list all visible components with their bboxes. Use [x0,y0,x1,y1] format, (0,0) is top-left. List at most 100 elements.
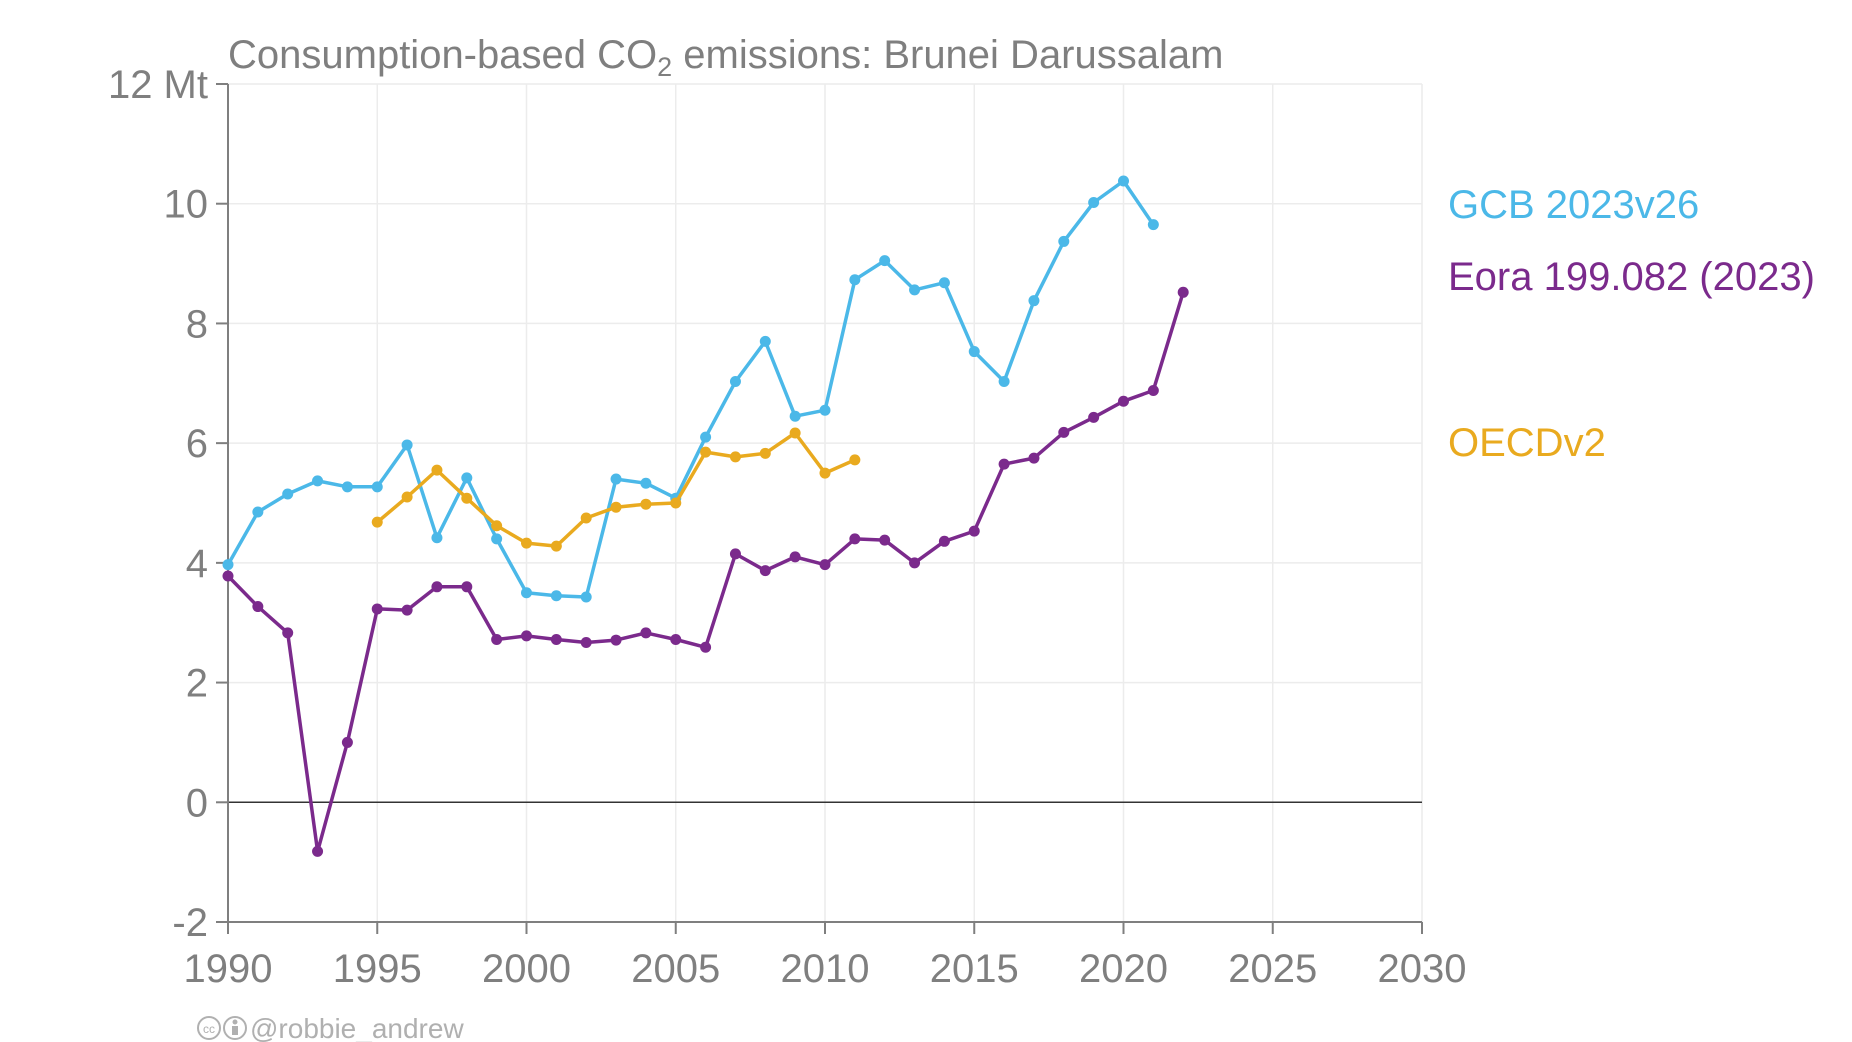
x-tick-label: 2030 [1378,947,1467,991]
data-point [879,255,891,267]
data-point [1147,219,1159,231]
data-point [849,454,861,466]
x-tick-label: 2015 [930,947,1019,991]
data-point [1147,384,1159,396]
data-point [610,473,622,485]
data-point [610,501,622,513]
data-point [1088,411,1100,423]
data-point [1088,197,1100,209]
attribution-icon-body [232,1026,238,1035]
y-tick-label: 0 [186,781,208,825]
data-point [670,633,682,645]
data-point [759,565,771,577]
data-point [1058,426,1070,438]
data-point [819,467,831,479]
data-point [759,447,771,459]
data-point [968,346,980,358]
data-point [521,630,532,642]
data-point [998,375,1010,387]
data-point [461,581,473,593]
data-point [759,335,771,347]
data-point [700,446,712,458]
legend-entry: Eora 199.082 (2023) [1448,255,1815,299]
y-tick-label: 8 [186,302,208,346]
data-point [909,557,921,569]
data-point [819,404,831,416]
data-point [431,464,443,476]
data-point [312,845,324,857]
data-point [222,570,234,582]
grid-lines [228,83,1423,922]
data-point [879,534,891,546]
y-tick-label: 4 [186,542,208,586]
credit-handle: @robbie_andrew [250,1013,464,1042]
y-tick-label: 10 [164,183,209,227]
data-point [580,591,592,603]
data-point [998,458,1010,470]
data-point [700,641,712,653]
data-point [1058,235,1070,247]
data-point [491,520,503,532]
data-point [371,481,383,493]
x-tick-label: 1990 [184,947,273,991]
data-point [640,627,652,639]
legend: GCB 2023v26 Eora 199.082 (2023) OECDv2 [1448,183,1815,465]
data-point [938,277,950,289]
series-line-2 [376,431,856,548]
data-point [789,551,801,563]
x-tick-label: 2025 [1228,947,1317,991]
data-point [729,375,741,387]
data-point [670,497,682,509]
data-point [610,634,622,646]
data-point [401,439,413,451]
data-point [282,488,294,500]
legend-entry: OECDv2 [1448,421,1606,465]
x-tick-label: 2010 [781,947,870,991]
data-point [1177,286,1189,298]
data-point [252,506,264,518]
data-point [401,491,413,503]
data-point [1118,175,1129,187]
data-point [521,587,532,599]
data-point [431,532,443,544]
data-point [550,540,562,552]
data-point [521,537,532,549]
attribution-icon-head [232,1019,238,1025]
data-point [491,633,503,645]
data-point [640,477,652,489]
y-tick-label: 12 Mt [108,63,208,107]
series [222,175,1189,857]
credit: cc @robbie_andrew [197,1013,464,1042]
y-tick-label: 2 [186,662,208,706]
data-point [849,533,861,545]
data-point [1028,295,1040,307]
data-point [849,274,861,286]
data-point [431,581,443,593]
data-point [401,604,413,616]
data-point [580,636,592,648]
y-tick-label: 6 [186,422,208,466]
data-point [1118,395,1129,407]
data-point [640,498,652,510]
data-point [729,548,741,560]
x-tick-label: 2020 [1079,947,1168,991]
data-point [550,590,562,602]
data-point [819,559,831,571]
data-point [461,492,473,504]
data-point [789,427,801,439]
data-point [938,535,950,547]
data-point [312,475,324,487]
data-point [1028,452,1040,464]
legend-entry: GCB 2023v26 [1448,183,1699,227]
data-point [222,559,234,571]
y-tick-label: -2 [172,901,208,945]
data-point [371,516,383,528]
attribution-icon [223,1016,247,1040]
x-tick-label: 1995 [333,947,422,991]
data-point [282,627,294,639]
data-point [341,481,353,493]
data-point [580,512,592,524]
data-point [371,603,383,615]
data-point [491,533,503,545]
